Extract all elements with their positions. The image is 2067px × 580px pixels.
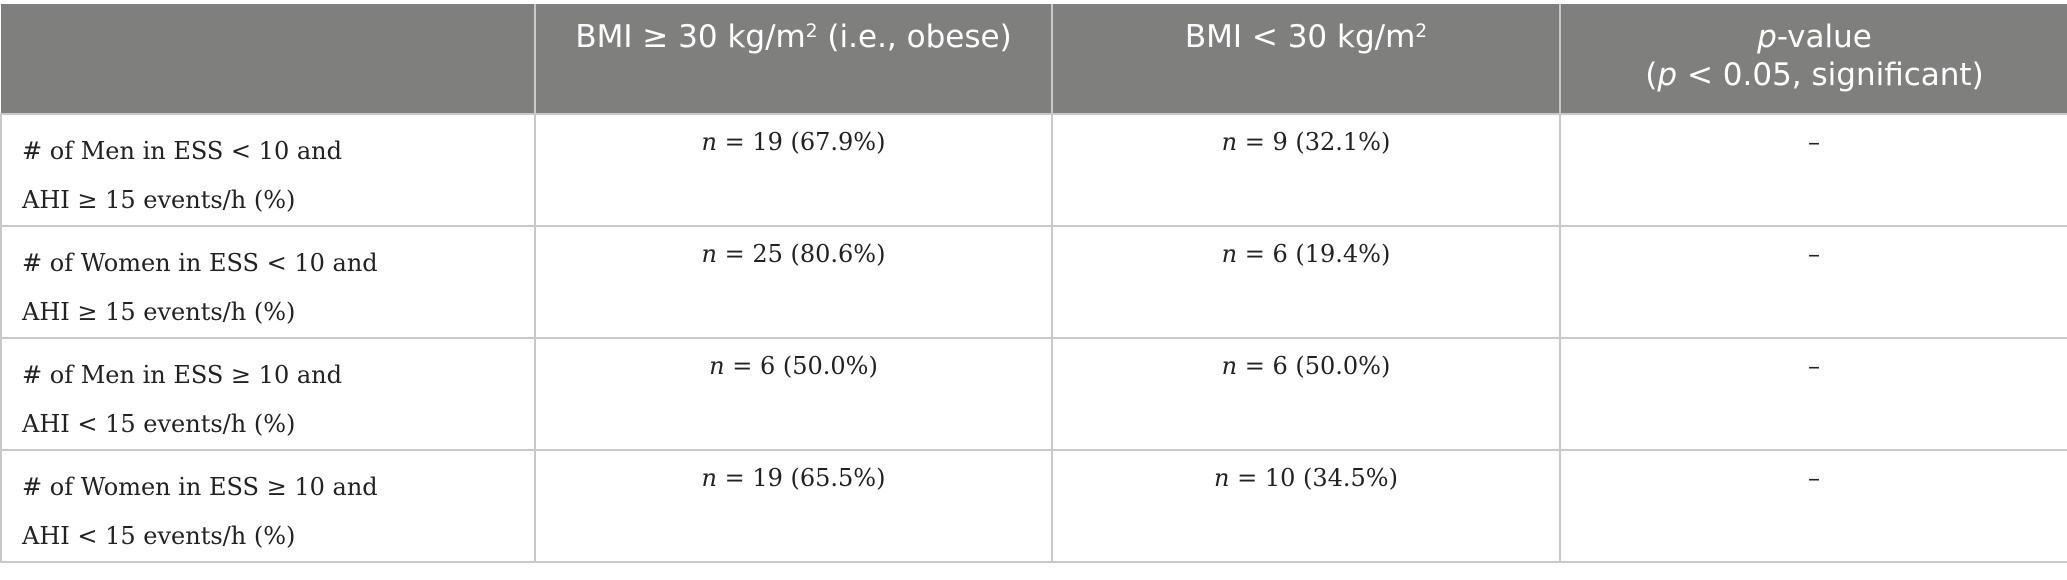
header-nonobese-sup: 2 xyxy=(1415,20,1428,42)
header-pvalue-line2: (p < 0.05, significant) xyxy=(1569,56,2060,94)
row-label-line2: AHI < 15 events/h (%) xyxy=(22,522,296,550)
n-symbol: n xyxy=(701,128,717,156)
obese-cell: n = 19 (65.5%) xyxy=(535,450,1053,563)
header-cell-nonobese: BMI < 30 kg/m2 xyxy=(1052,4,1561,115)
n-symbol: n xyxy=(1221,128,1238,156)
obese-value: = 25 (80.6%) xyxy=(716,240,886,268)
table-body: # of Men in ESS < 10 and AHI ≥ 15 events/… xyxy=(0,114,2067,563)
nonobese-cell: n = 10 (34.5%) xyxy=(1052,450,1561,563)
obese-cell: n = 6 (50.0%) xyxy=(535,338,1053,451)
row-label-line1: # of Men in ESS ≥ 10 and xyxy=(22,361,342,389)
header-obese-text: BMI ≥ 30 kg/m xyxy=(575,19,806,55)
header-pvalue-p2: p xyxy=(1657,57,1678,93)
header-pvalue-threshold: < 0.05, significant) xyxy=(1677,57,1984,93)
row-label-line1: # of Women in ESS ≥ 10 and xyxy=(22,473,378,501)
obese-value: = 19 (65.5%) xyxy=(716,464,886,492)
n-symbol: n xyxy=(1221,240,1238,268)
table-header: BMI ≥ 30 kg/m2 (i.e., obese) BMI < 30 kg… xyxy=(1,4,2067,115)
row-label-line1: # of Women in ESS < 10 and xyxy=(22,249,378,277)
n-symbol: n xyxy=(1214,464,1230,492)
pvalue-cell: – xyxy=(1560,338,2067,451)
table-row: # of Men in ESS < 10 and AHI ≥ 15 events/… xyxy=(0,114,2067,227)
header-obese-suffix: (i.e., obese) xyxy=(817,19,1012,55)
nonobese-value: = 6 (50.0%) xyxy=(1237,352,1391,380)
row-label: # of Men in ESS < 10 and AHI ≥ 15 events/… xyxy=(0,114,536,227)
data-table: BMI ≥ 30 kg/m2 (i.e., obese) BMI < 30 kg… xyxy=(0,4,2067,563)
row-label: # of Women in ESS < 10 and AHI ≥ 15 event… xyxy=(0,226,536,339)
nonobese-value: = 6 (19.4%) xyxy=(1237,240,1391,268)
header-cell-obese: BMI ≥ 30 kg/m2 (i.e., obese) xyxy=(535,4,1053,115)
header-row: BMI ≥ 30 kg/m2 (i.e., obese) BMI < 30 kg… xyxy=(1,4,2067,115)
header-cell-empty xyxy=(1,4,536,115)
row-label-line2: AHI ≥ 15 events/h (%) xyxy=(22,186,296,214)
row-label-line1: # of Men in ESS < 10 and xyxy=(22,137,342,165)
header-pvalue-open: ( xyxy=(1645,57,1658,93)
table-row: # of Women in ESS < 10 and AHI ≥ 15 event… xyxy=(0,226,2067,339)
pvalue-cell: – xyxy=(1560,114,2067,227)
obese-value: = 6 (50.0%) xyxy=(724,352,878,380)
n-symbol: n xyxy=(709,352,725,380)
obese-cell: n = 19 (67.9%) xyxy=(535,114,1053,227)
header-pvalue-rest: -value xyxy=(1776,19,1872,55)
obese-cell: n = 25 (80.6%) xyxy=(535,226,1053,339)
header-nonobese-text: BMI < 30 kg/m xyxy=(1184,19,1416,55)
row-label-line2: AHI < 15 events/h (%) xyxy=(22,410,296,438)
obese-value: = 19 (67.9%) xyxy=(716,128,886,156)
nonobese-cell: n = 9 (32.1%) xyxy=(1052,114,1561,227)
n-symbol: n xyxy=(1221,352,1238,380)
header-pvalue-p: p xyxy=(1757,19,1777,55)
row-label: # of Men in ESS ≥ 10 and AHI < 15 events/… xyxy=(0,338,536,451)
row-label-line2: AHI ≥ 15 events/h (%) xyxy=(22,298,296,326)
nonobese-value: = 10 (34.5%) xyxy=(1229,464,1398,492)
header-pvalue-line1: p-value xyxy=(1569,18,2060,56)
nonobese-cell: n = 6 (19.4%) xyxy=(1052,226,1561,339)
header-cell-pvalue: p-value (p < 0.05, significant) xyxy=(1560,4,2067,115)
table-row: # of Men in ESS ≥ 10 and AHI < 15 events/… xyxy=(0,338,2067,451)
row-label: # of Women in ESS ≥ 10 and AHI < 15 event… xyxy=(0,450,536,563)
n-symbol: n xyxy=(701,240,717,268)
pvalue-cell: – xyxy=(1560,226,2067,339)
nonobese-cell: n = 6 (50.0%) xyxy=(1052,338,1561,451)
pvalue-cell: – xyxy=(1560,450,2067,563)
n-symbol: n xyxy=(701,464,717,492)
nonobese-value: = 9 (32.1%) xyxy=(1237,128,1391,156)
header-obese-sup: 2 xyxy=(805,20,818,42)
table-row: # of Women in ESS ≥ 10 and AHI < 15 event… xyxy=(0,450,2067,563)
